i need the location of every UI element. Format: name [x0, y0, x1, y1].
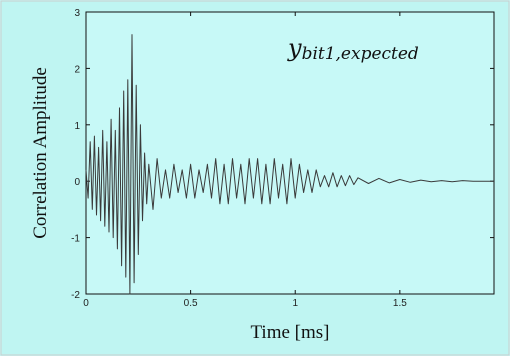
y-tick-label: 0	[74, 177, 80, 188]
y-axis-label: Correlation Amplitude	[30, 67, 51, 239]
signal-line-series	[85, 34, 494, 295]
x-tick-label: 0	[83, 298, 89, 309]
y-tick-label: 2	[74, 64, 80, 75]
y-tick-label: 1	[74, 121, 80, 132]
series-annotation: ybit1,expected	[287, 34, 419, 64]
annotation-main: y	[287, 34, 302, 62]
x-tick-label: 1.5	[393, 298, 407, 309]
y-tick-label: -1	[71, 234, 80, 245]
annotation-subscript: bit1,expected	[302, 44, 419, 64]
y-tick-label: -2	[71, 290, 80, 301]
x-tick-label: 1	[292, 298, 298, 309]
x-tick-label: 0.5	[184, 298, 198, 309]
y-tick-label: 3	[74, 8, 80, 19]
x-axis-label: Time [ms]	[250, 322, 329, 343]
plot-area	[85, 11, 495, 295]
